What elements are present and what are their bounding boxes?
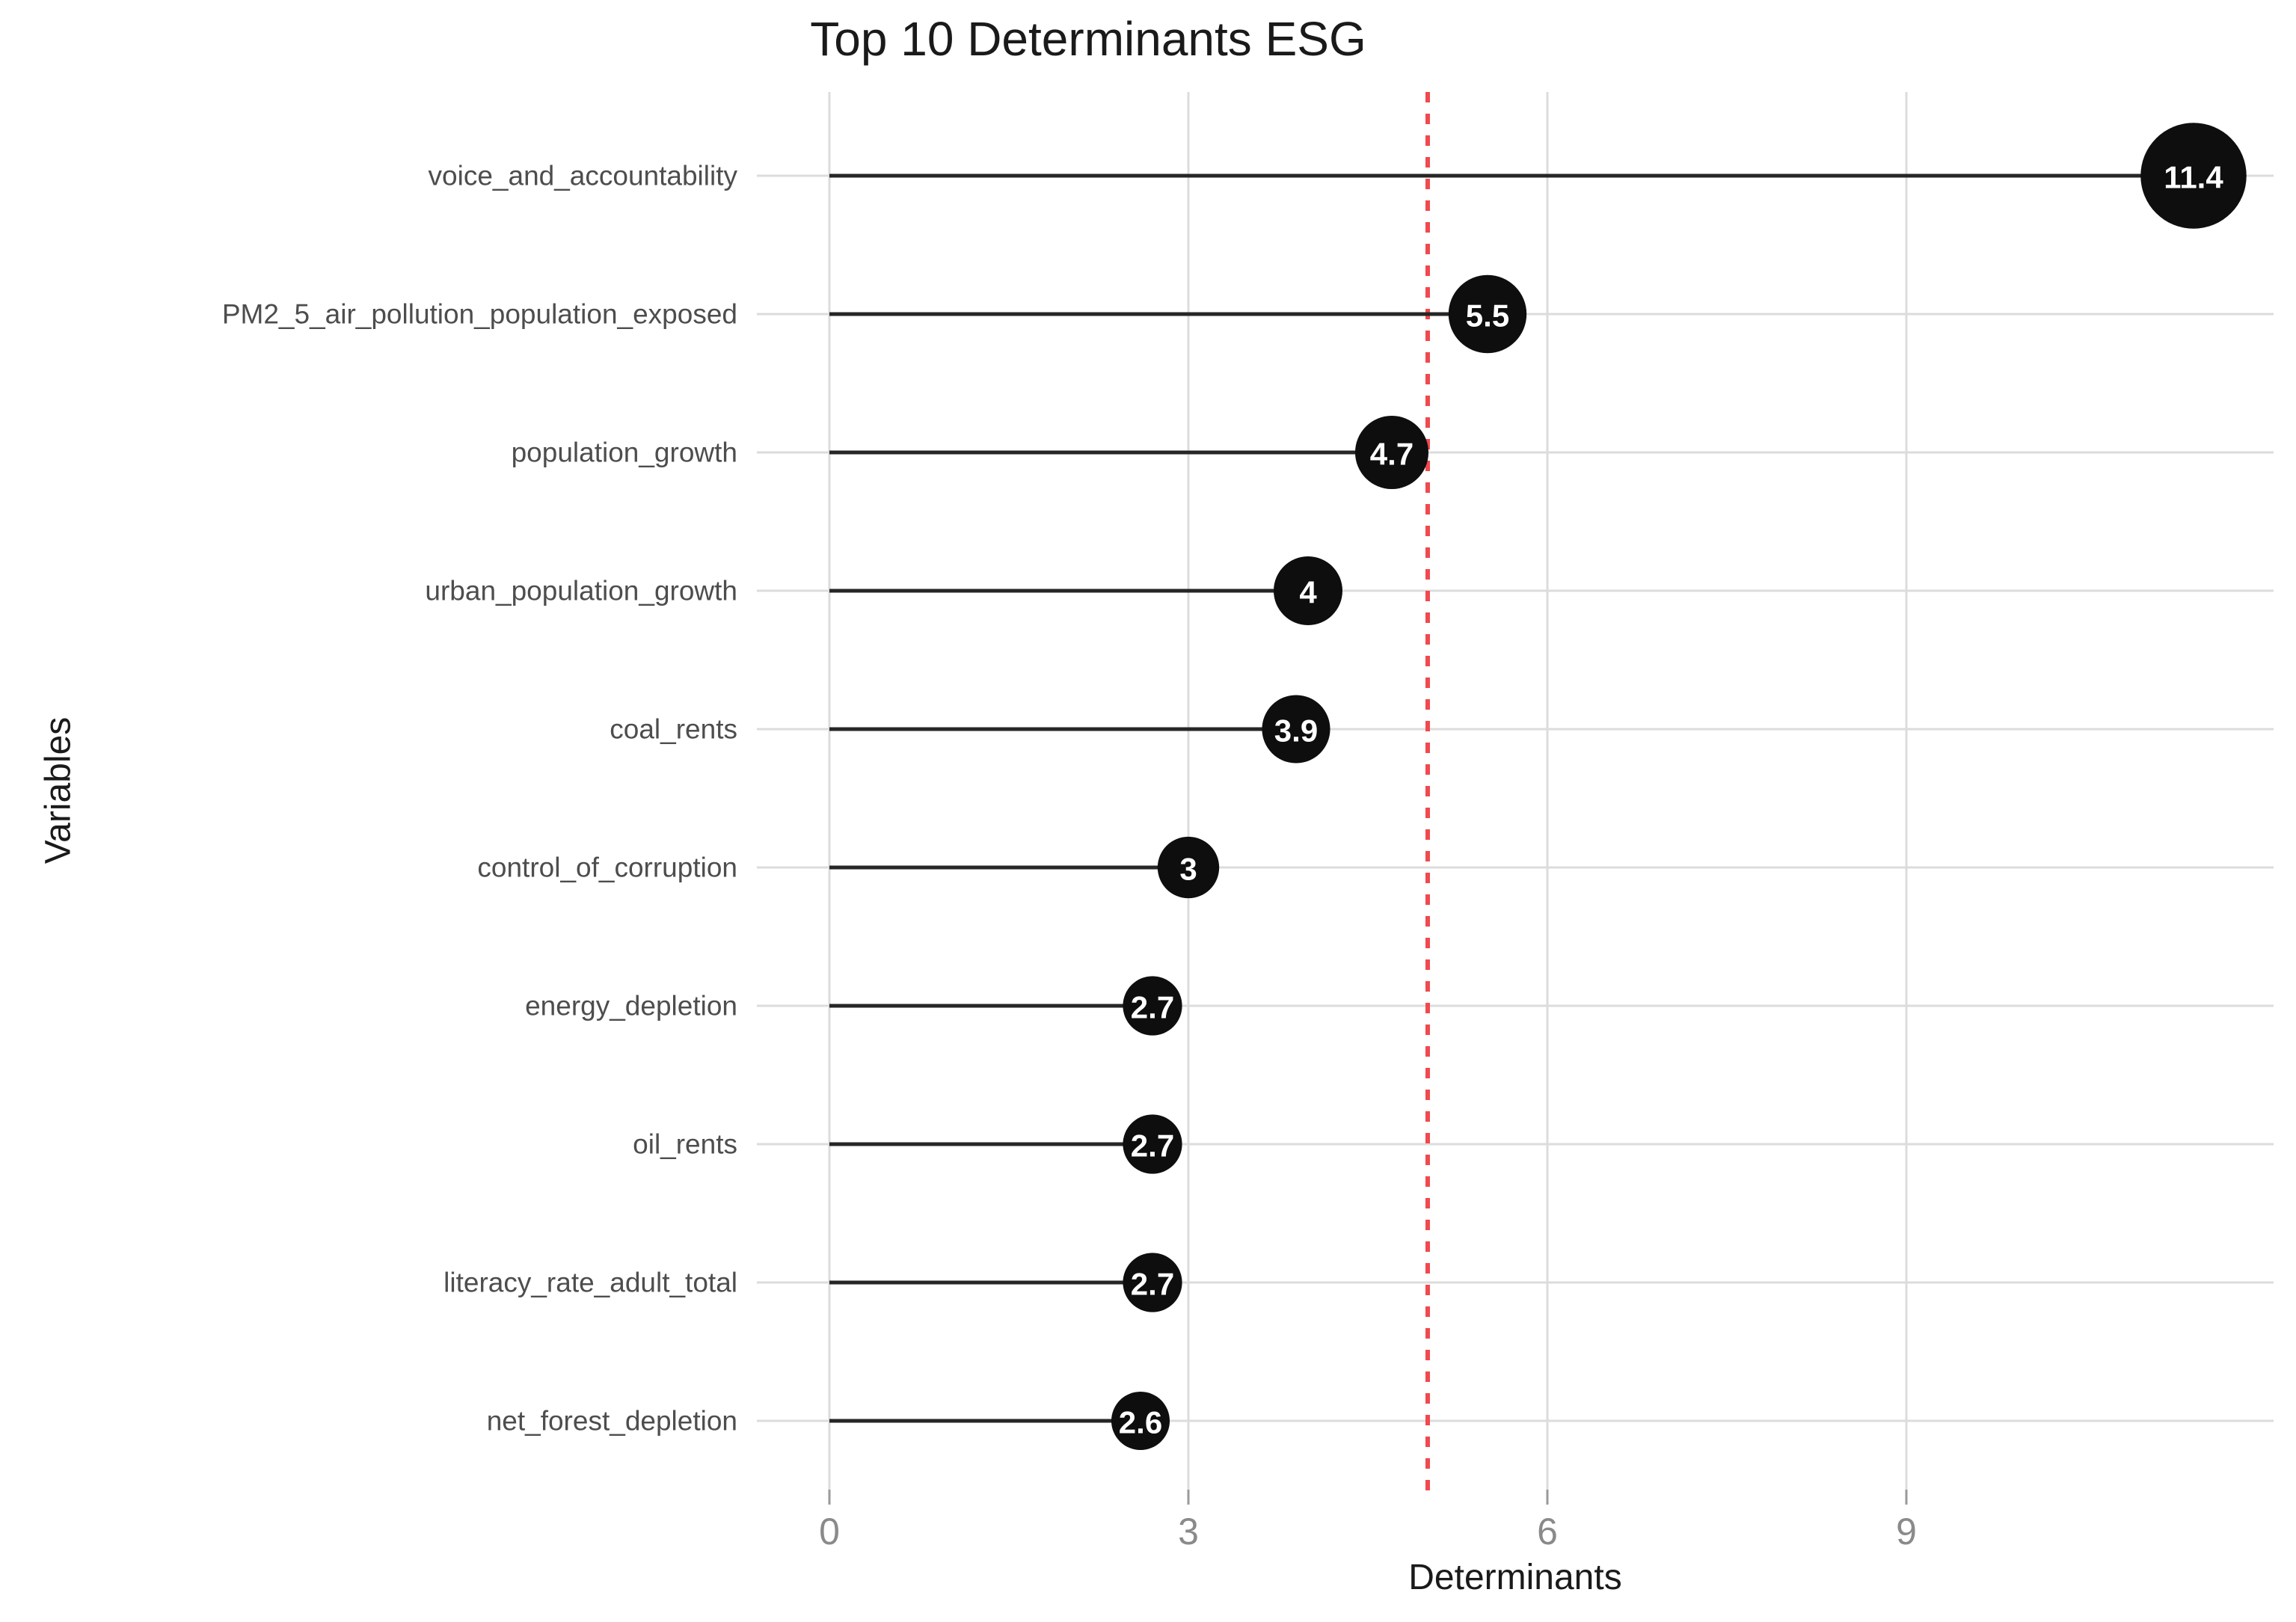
category-label: urban_population_growth xyxy=(425,576,737,606)
point-value-label: 3 xyxy=(1179,852,1197,887)
point-value-label: 2.7 xyxy=(1131,1267,1174,1302)
lollipop-point xyxy=(1123,976,1182,1036)
category-label: population_growth xyxy=(512,437,737,468)
lollipop-point xyxy=(2140,123,2247,229)
category-label: coal_rents xyxy=(610,714,737,745)
point-value-label: 11.4 xyxy=(2164,160,2223,195)
lollipop-point xyxy=(1123,1253,1182,1312)
point-value-label: 3.9 xyxy=(1274,713,1318,749)
lollipop-point xyxy=(1123,1114,1182,1174)
lollipop-point xyxy=(1157,836,1220,899)
x-axis-tick-label: 9 xyxy=(1896,1511,1917,1552)
point-value-label: 5.5 xyxy=(1466,298,1509,334)
category-label: literacy_rate_adult_total xyxy=(443,1268,737,1298)
category-label: energy_depletion xyxy=(525,991,737,1022)
lollipop-point xyxy=(1111,1391,1170,1451)
chart-title: Top 10 Determinants ESG xyxy=(810,12,1366,66)
x-axis-tick-label: 0 xyxy=(819,1511,840,1552)
x-axis-tick-label: 6 xyxy=(1537,1511,1558,1552)
point-value-label: 2.7 xyxy=(1131,990,1174,1025)
point-value-label: 2.6 xyxy=(1119,1405,1162,1440)
lollipop-point xyxy=(1354,415,1429,490)
point-value-label: 4 xyxy=(1299,575,1317,610)
x-axis-tick-label: 3 xyxy=(1178,1511,1199,1552)
y-axis-title: Variables xyxy=(38,716,79,864)
category-label: PM2_5_air_pollution_population_exposed xyxy=(222,299,737,330)
category-label: voice_and_accountability xyxy=(429,161,738,191)
category-label: control_of_corruption xyxy=(477,853,737,883)
lollipop-point xyxy=(1274,556,1342,625)
lollipop-point xyxy=(1448,274,1527,354)
point-value-label: 4.7 xyxy=(1370,437,1413,472)
category-label: oil_rents xyxy=(633,1129,737,1160)
lollipop-point xyxy=(1262,695,1330,764)
x-axis-title: Determinants xyxy=(1408,1558,1622,1597)
category-label: net_forest_depletion xyxy=(487,1406,737,1437)
point-value-label: 2.7 xyxy=(1131,1128,1174,1164)
